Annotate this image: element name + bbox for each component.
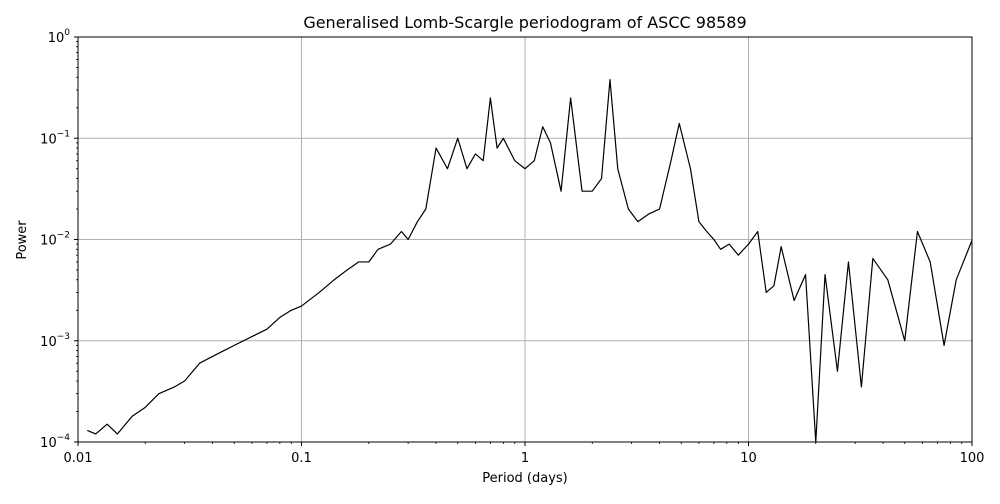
y-tick-label: 10−4	[40, 433, 70, 451]
x-tick-label: 0.1	[291, 451, 312, 466]
x-axis-label: Period (days)	[482, 471, 568, 486]
y-tick-base: 10	[40, 436, 57, 451]
y-tick-label: 10−2	[40, 231, 70, 249]
y-tick-base: 10	[40, 132, 57, 147]
grid-lines	[77, 36, 973, 443]
x-axis-ticks: 0.01 0.1 1 10 100	[64, 442, 985, 466]
x-tick-label: 0.01	[64, 451, 93, 466]
plot-area	[87, 78, 972, 442]
y-tick-base: 10	[40, 335, 57, 350]
y-tick-base: 10	[40, 234, 57, 249]
y-tick-exponent: −4	[57, 433, 71, 443]
x-tick-label: 1	[521, 451, 529, 466]
chart-title: Generalised Lomb-Scargle periodogram of …	[303, 13, 746, 32]
y-tick-exponent: −2	[57, 231, 70, 241]
y-tick-exponent: −3	[57, 332, 70, 342]
y-axis-label: Power	[15, 220, 30, 260]
y-tick-base: 10	[48, 31, 65, 46]
y-tick-label: 10−3	[40, 332, 70, 350]
x-tick-label: 10	[740, 451, 757, 466]
x-tick-label: 100	[960, 451, 985, 466]
y-tick-exponent: −1	[57, 129, 70, 139]
periodogram-line	[87, 78, 972, 442]
y-tick-exponent: 0	[64, 28, 70, 38]
y-tick-label: 10−1	[40, 129, 70, 147]
y-tick-label: 100	[48, 28, 71, 46]
